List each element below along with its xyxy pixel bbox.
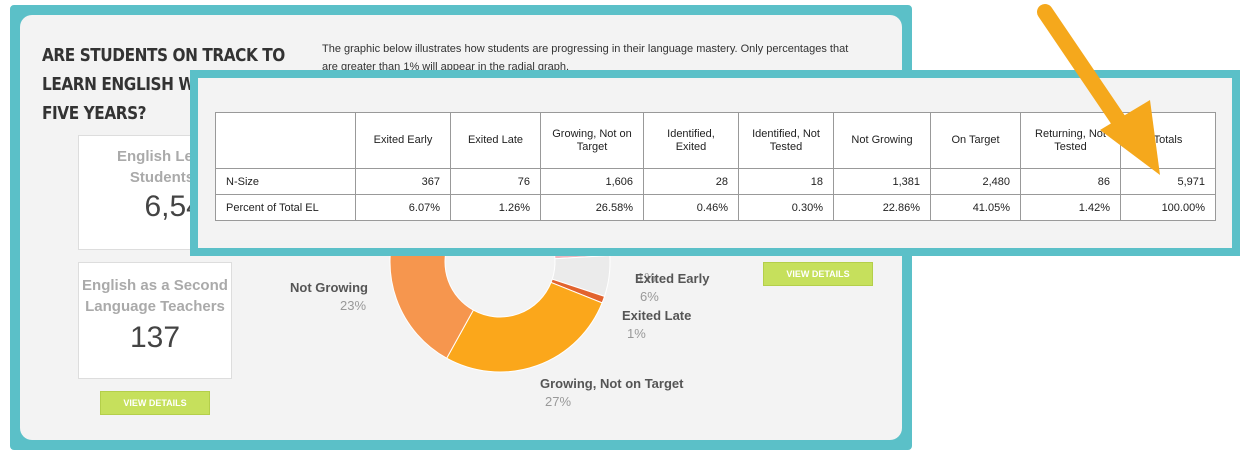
table-cell: 1,606 <box>540 168 644 195</box>
card-label: English Lear <box>116 148 208 165</box>
donut-segment <box>445 281 603 373</box>
table-cell: Not Growing <box>833 112 931 169</box>
table-cell: 76 <box>450 168 541 195</box>
table-cell: Identified, Not Tested <box>738 112 834 169</box>
table-cell: 6.07% <box>355 194 451 221</box>
table-cell: 28 <box>643 168 739 195</box>
card-value: 137 <box>129 321 181 354</box>
segment-percent: 1% <box>637 270 656 285</box>
view-details-button[interactable]: VIEW DETAILS <box>763 262 873 286</box>
table-cell: 26.58% <box>540 194 644 221</box>
segment-percent: 6% <box>640 289 659 304</box>
table-cell: 0.46% <box>643 194 739 221</box>
table-cell: On Target <box>930 112 1021 169</box>
table-cell: 1.26% <box>450 194 541 221</box>
card-label: Language Teachers <box>85 298 225 315</box>
segment-label: Not Growing <box>290 280 368 295</box>
card: English as a Second Language Teachers 13… <box>78 262 232 379</box>
segment-percent: 23% <box>340 298 366 313</box>
table-cell: Identified, Exited <box>643 112 739 169</box>
arrow <box>1037 4 1160 175</box>
table-cell: N-Size <box>215 168 356 195</box>
table-cell: Growing, Not on Target <box>540 112 644 169</box>
segment-label: Growing, Not on Target <box>540 376 684 391</box>
table-popup: Exited Early Exited Late Growing, Not on T… <box>190 70 1240 256</box>
table-cell: 86 <box>1020 168 1121 195</box>
segment-label: Exited Early <box>635 271 710 286</box>
table-cell: Returning, Not Tested <box>1020 112 1121 169</box>
segment-percent: 1% <box>627 326 646 341</box>
segment-percent: 27% <box>545 394 571 409</box>
table-cell: 1,381 <box>833 168 931 195</box>
table-cell: Exited Late <box>450 112 541 169</box>
title-line: ARE STUDENTS ON TRACK TO <box>42 45 285 66</box>
segment-label: Exited Late <box>622 308 691 323</box>
card-label: Students <box>129 169 195 186</box>
table-cell: 0.30% <box>738 194 834 221</box>
title-line: FIVE YEARS? <box>42 103 147 124</box>
table-cell: Percent of Total EL <box>215 194 356 221</box>
title-line: LEARN ENGLISH W <box>42 74 195 95</box>
table-cell: 18 <box>738 168 834 195</box>
view-details-button[interactable]: VIEW DETAILS <box>100 391 210 415</box>
table-cell <box>215 112 356 169</box>
table-cell: Exited Early <box>355 112 451 169</box>
table-cell: 367 <box>355 168 451 195</box>
table-cell: 22.86% <box>833 194 931 221</box>
table-cell: 100.00% <box>1120 194 1216 221</box>
table-row: Percent of Total EL 6.07% 1.26% 26.58% 0.46%… <box>215 194 1216 221</box>
card-label: English as a Second <box>82 277 228 294</box>
table-cell: 41.05% <box>930 194 1021 221</box>
